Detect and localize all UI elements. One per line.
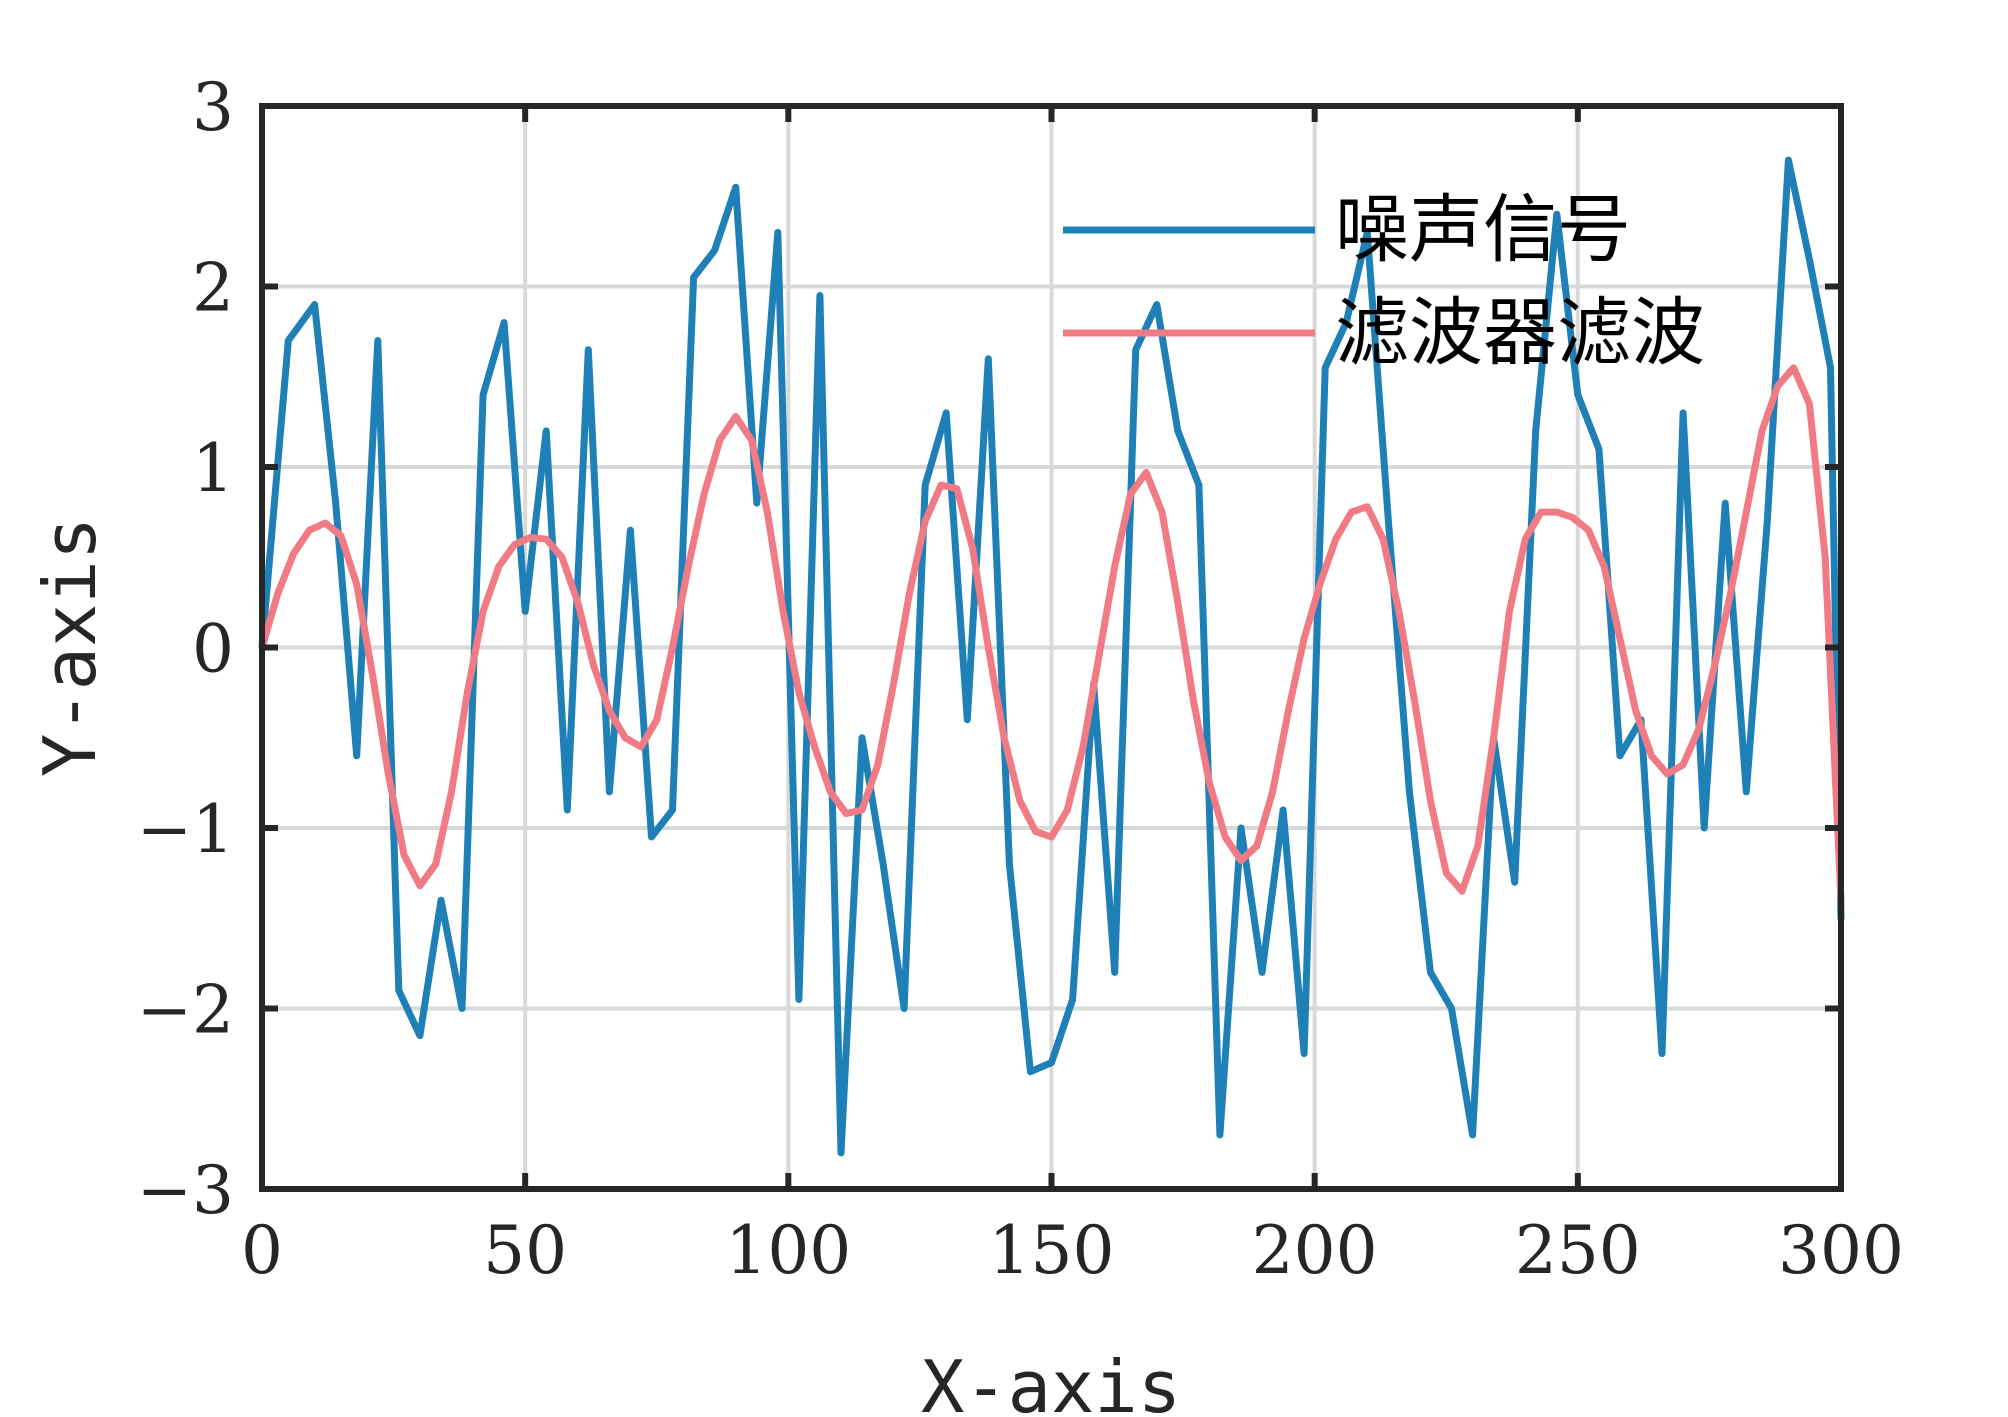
y-axis-label: Y-axis	[28, 517, 112, 777]
y-tick-label: −2	[137, 972, 234, 1049]
filtered-signal-line	[258, 364, 1845, 904]
legend-label-filtered-signal: 滤波器滤波	[1335, 290, 1705, 376]
x-tick-label: 0	[241, 1212, 283, 1289]
y-tick-label: 2	[192, 250, 234, 327]
ticks	[259, 103, 1844, 1192]
legend-label-noisy-signal: 噪声信号	[1335, 187, 1631, 273]
x-axis-label: X-axis	[921, 1345, 1181, 1417]
x-tick-label: 150	[989, 1212, 1115, 1289]
x-tick-label: 300	[1778, 1212, 1904, 1289]
x-tick-label: 50	[483, 1212, 567, 1289]
y-tick-label: −3	[137, 1152, 234, 1229]
x-tick-label: 100	[725, 1212, 851, 1289]
y-tick-label: 3	[192, 69, 234, 146]
legend: 噪声信号 滤波器滤波	[1063, 187, 1705, 376]
y-tick-label: −1	[137, 791, 234, 868]
tick-labels: 0 50 100 150 200 250 300 −3 −2 −1 0 1 2 3	[137, 69, 1904, 1289]
series-layer	[258, 156, 1845, 1157]
y-tick-label: 1	[192, 430, 234, 507]
x-tick-label: 200	[1252, 1212, 1378, 1289]
x-tick-label: 250	[1515, 1212, 1641, 1289]
y-tick-label: 0	[192, 611, 234, 688]
noisy-signal-line	[258, 156, 1845, 1157]
